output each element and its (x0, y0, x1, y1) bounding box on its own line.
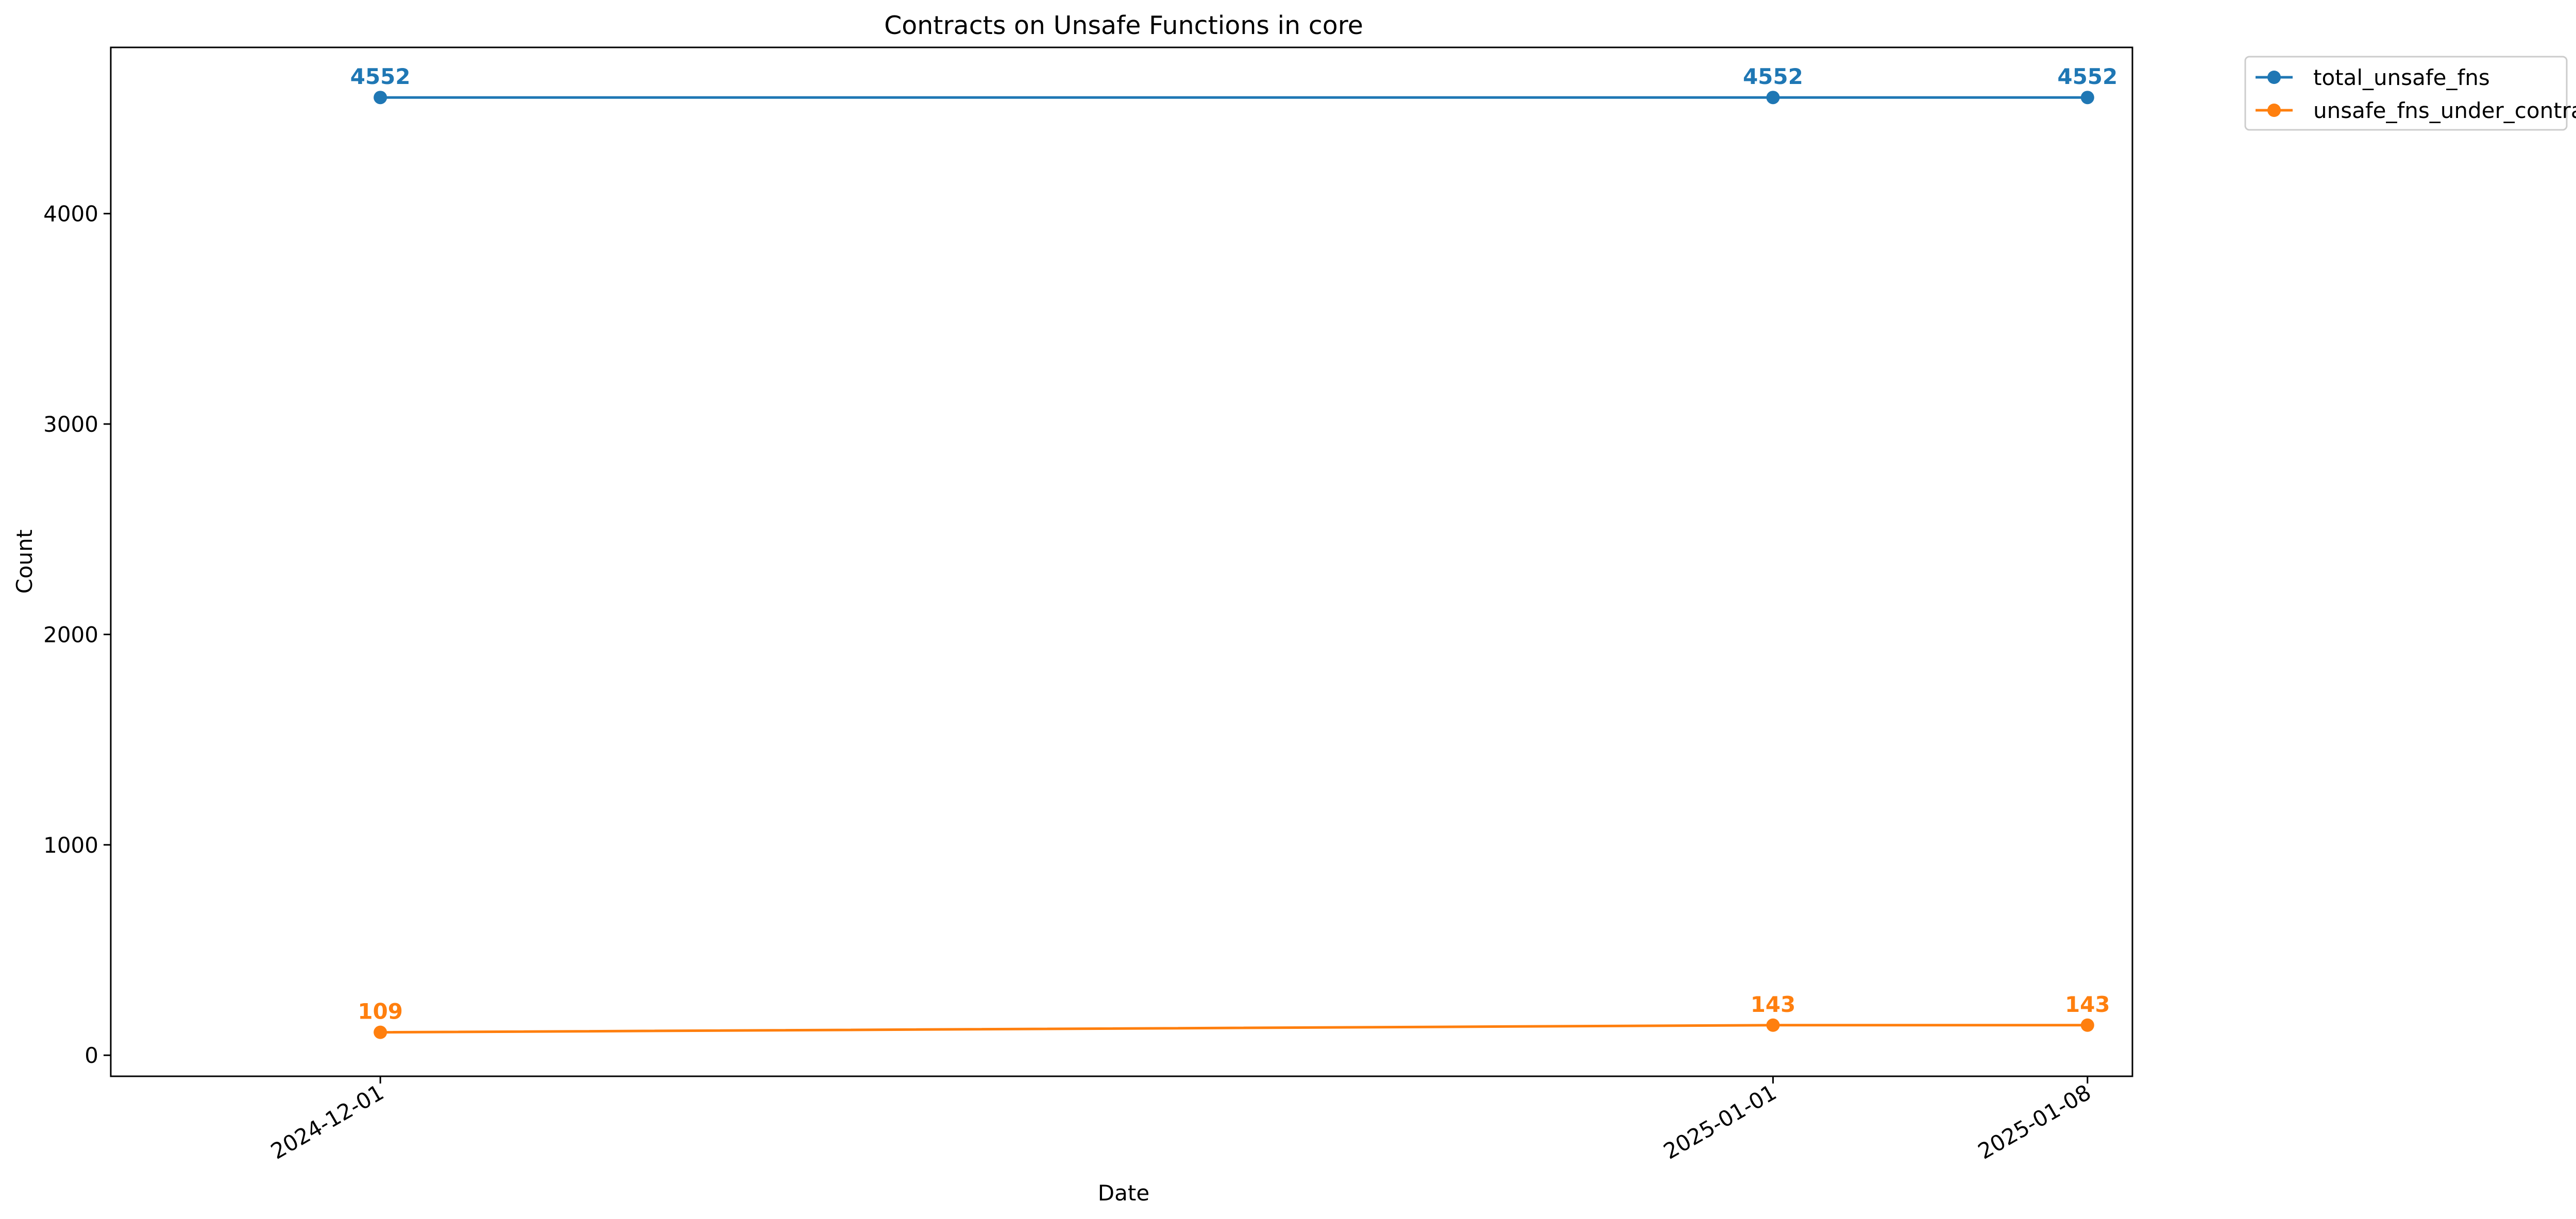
data-label: 4552 (350, 64, 411, 89)
data-point (2080, 1018, 2094, 1032)
legend-label: unsafe_fns_under_contract (2313, 98, 2576, 123)
data-label: 4552 (1743, 64, 1803, 89)
plot-area (110, 46, 2133, 1077)
data-point (374, 1025, 387, 1039)
y-tick-label: 2000 (43, 622, 98, 647)
data-label: 143 (2065, 992, 2110, 1017)
legend-swatch-marker (2267, 71, 2281, 84)
data-label: 109 (358, 999, 403, 1024)
data-point (2080, 91, 2094, 105)
y-axis: 0 1000 2000 3000 4000 (43, 201, 111, 1068)
x-tick-label: 2025-01-08 (1974, 1079, 2095, 1164)
x-tick-label: 2024-12-01 (266, 1079, 388, 1164)
data-label: 143 (1751, 992, 1796, 1017)
data-point (1766, 91, 1780, 105)
series-line (380, 1024, 2088, 1034)
series-unsafe_fns_under_contract: 109 143 143 (358, 992, 2110, 1039)
data-label: 4552 (2057, 64, 2117, 89)
y-tick-label: 1000 (43, 833, 98, 858)
x-axis: 2024-12-01 2025-01-01 2025-01-08 (266, 1076, 2095, 1164)
y-tick-label: 0 (84, 1043, 98, 1068)
x-tick-label: 2025-01-01 (1659, 1079, 1781, 1164)
series-total_unsafe_fns: 4552 4552 4552 (350, 64, 2117, 105)
legend-frame (2244, 56, 2568, 131)
legend-entry: total_unsafe_fns (2256, 65, 2490, 90)
chart-title: Contracts on Unsafe Functions in core (884, 11, 1363, 40)
legend-label: total_unsafe_fns (2313, 65, 2490, 90)
series-layer: 4552 4552 4552 109 143 143 (350, 64, 2117, 1039)
y-tick-label: 4000 (43, 201, 98, 227)
legend-swatch-marker (2267, 104, 2281, 117)
data-point (1766, 1018, 1780, 1032)
y-axis-label: Count (12, 530, 37, 594)
legend-entry: unsafe_fns_under_contract (2256, 98, 2576, 123)
y-tick-label: 3000 (43, 412, 98, 437)
x-axis-label: Date (1098, 1180, 1149, 1206)
data-point (374, 91, 387, 105)
legend: total_unsafe_fns unsafe_fns_under_contrac… (2244, 56, 2576, 131)
